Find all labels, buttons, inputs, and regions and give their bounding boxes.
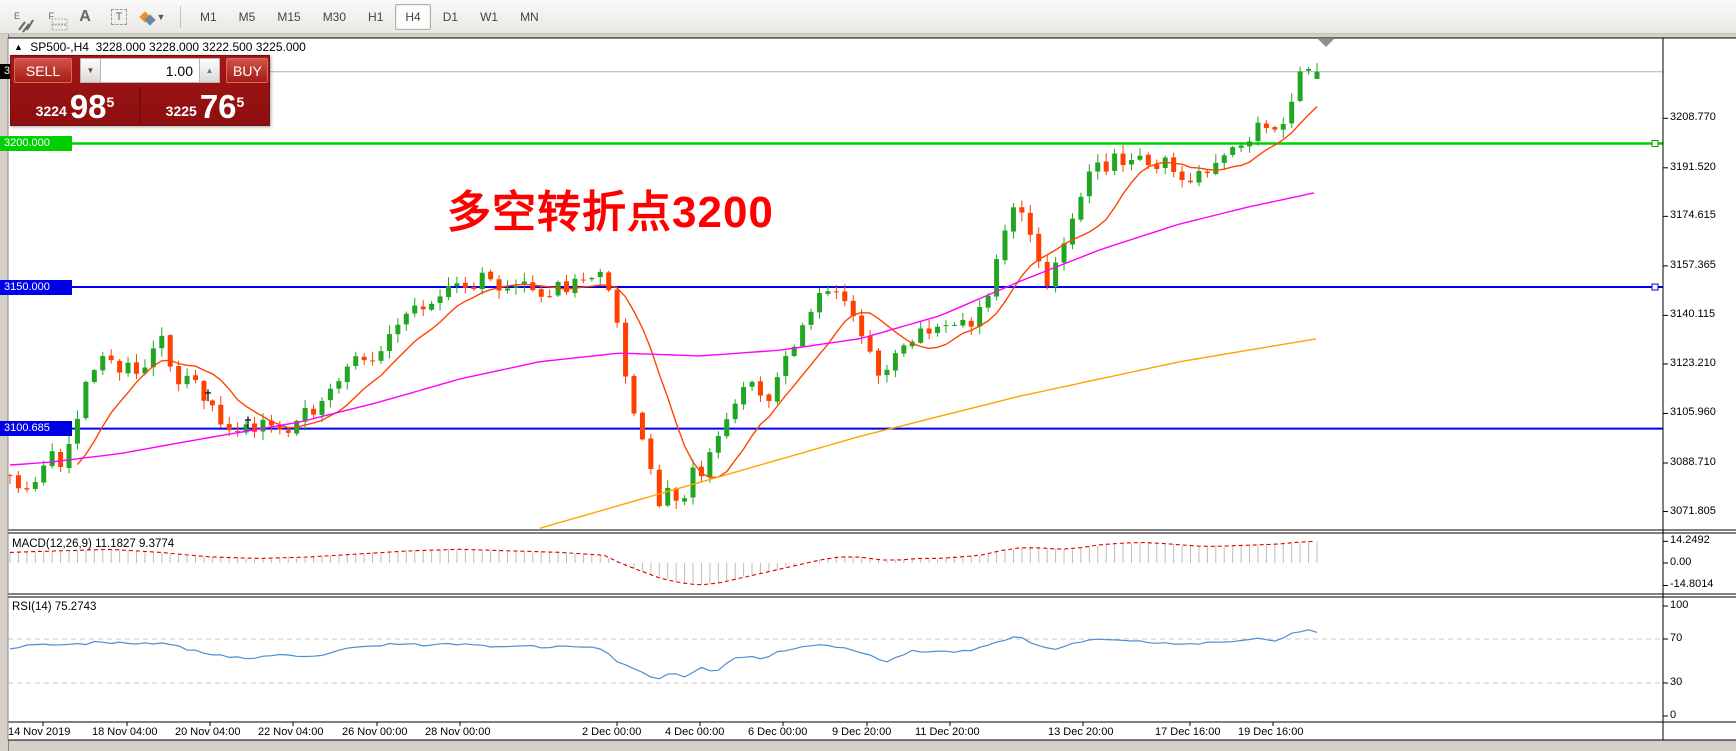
- bid-handle: 3224: [35, 103, 67, 119]
- quote-divider: [139, 87, 141, 125]
- toolbar-separator: [180, 5, 181, 28]
- timeframe-button-m5[interactable]: M5: [238, 9, 256, 24]
- volume-input[interactable]: [101, 58, 199, 83]
- timeframe-button-m15[interactable]: M15: [277, 9, 301, 24]
- quote-row: 3224 98 5 3225 76 5: [11, 87, 269, 125]
- text-box-icon: T: [110, 8, 128, 25]
- volume-decrease-button[interactable]: ▼: [80, 58, 101, 83]
- indicator-pattern-icon[interactable]: E: [2, 3, 34, 33]
- timeframe-bar: M1 M5 M15 M30 H1 H4 D1 W1 MN: [189, 3, 550, 30]
- text-label-tool-button[interactable]: A: [70, 3, 100, 31]
- sell-button[interactable]: SELL: [14, 58, 72, 83]
- timeframe-button-mn[interactable]: MN: [520, 9, 539, 24]
- cycle-lines-button[interactable]: ▼: [138, 3, 168, 31]
- timeframe-button-m30[interactable]: M30: [322, 9, 347, 24]
- volume-stepper: ▼ ▲: [80, 58, 220, 83]
- main-toolbar: E F A T ▼ M1 M5 M15 M30 H1 H4 D1 W1 MN: [0, 0, 1736, 34]
- ask-pipette: 5: [236, 94, 245, 110]
- svg-text:†: †: [245, 415, 252, 431]
- ask-price[interactable]: 3225 76 5: [141, 87, 269, 125]
- text-box-tool-button[interactable]: T: [104, 3, 134, 31]
- letter-a-icon: A: [79, 7, 91, 25]
- timeframe-button-m1[interactable]: M1: [200, 9, 217, 24]
- timeframe-button-d1[interactable]: D1: [442, 9, 459, 24]
- trade-controls-row: SELL ▼ ▲ BUY: [11, 56, 269, 85]
- bid-pipette: 5: [106, 94, 115, 110]
- grid-pattern-icon[interactable]: F: [36, 3, 68, 31]
- one-click-trading-panel: SELL ▼ ▲ BUY 3224 98 5 3225 76 5: [10, 55, 270, 126]
- bid-price[interactable]: 3224 98 5: [11, 87, 139, 125]
- timeframe-button-h4[interactable]: H4: [395, 3, 431, 30]
- svg-text:†: †: [205, 388, 212, 404]
- ask-pips: 76: [199, 88, 237, 125]
- timeframe-button-h1[interactable]: H1: [368, 9, 384, 24]
- chevron-down-icon: ▼: [156, 11, 166, 22]
- timeframe-button-w1[interactable]: W1: [480, 9, 499, 24]
- buy-button[interactable]: BUY: [226, 58, 268, 83]
- volume-increase-button[interactable]: ▲: [199, 58, 220, 83]
- ask-handle: 3225: [165, 103, 197, 119]
- bid-pips: 98: [69, 88, 107, 125]
